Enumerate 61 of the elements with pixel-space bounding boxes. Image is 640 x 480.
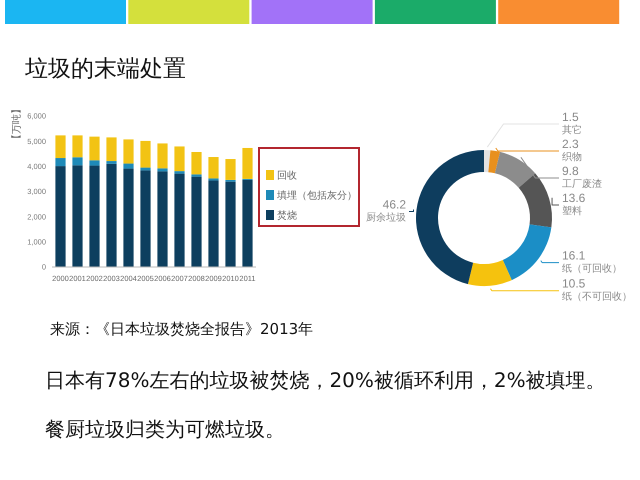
- bar: [55, 166, 66, 267]
- bar: [157, 168, 168, 172]
- data-label: 9.8: [562, 164, 580, 178]
- slice-label: 其它: [562, 124, 582, 136]
- bar: [157, 143, 168, 168]
- bar: [191, 176, 202, 267]
- slice-label: 纸（不可回收）: [562, 290, 632, 303]
- bar: [123, 139, 134, 164]
- bar: [225, 159, 236, 180]
- donut-slice: [494, 152, 536, 188]
- legend-label: 回收: [277, 170, 297, 182]
- legend-label: 焚烧: [277, 210, 297, 222]
- chart-title: 垃圾的末端处置: [24, 56, 186, 82]
- bar: [55, 158, 66, 166]
- donut-slice: [416, 150, 484, 284]
- slice-label: 织物: [562, 151, 582, 164]
- bar: [89, 160, 100, 166]
- text: 日本有78%左右的垃圾被焚烧，20%被循环利用，2%被填埋。: [45, 368, 606, 392]
- slice-label: 纸（可回收）: [562, 262, 622, 275]
- bar: [242, 180, 253, 267]
- bar: [191, 152, 202, 174]
- donut-slice: [468, 260, 512, 286]
- bar: [55, 135, 66, 158]
- slice-label: 厨余垃圾: [366, 212, 406, 224]
- bar: [106, 161, 117, 164]
- bar: [72, 135, 83, 158]
- bar: [208, 180, 219, 267]
- bar: [140, 140, 151, 168]
- bar: [106, 137, 117, 162]
- bar: [208, 157, 219, 178]
- data-label: 2.3: [562, 137, 580, 152]
- bar: [174, 171, 185, 174]
- text: 餐厨垃圾归类为可燃垃圾。: [45, 417, 285, 441]
- bar: [106, 164, 117, 267]
- donut-slice: [484, 150, 490, 172]
- bar: [157, 171, 168, 267]
- slice-label: 工厂废渣: [562, 178, 602, 190]
- bar: [123, 168, 134, 267]
- bar: [174, 146, 185, 172]
- bar: [242, 148, 253, 179]
- bar: [174, 174, 185, 267]
- donut-slice: [488, 150, 500, 174]
- donut-slice: [502, 224, 552, 280]
- y-axis-title: 【万吨】: [10, 104, 22, 144]
- donut-slice: [518, 173, 552, 228]
- bar: [89, 166, 100, 267]
- bar: [123, 164, 134, 169]
- data-label: 1.5: [562, 110, 580, 124]
- data-label: 13.6: [562, 191, 586, 206]
- data-label: 46.2: [382, 198, 406, 212]
- data-label: 16.1: [562, 248, 586, 263]
- bar: [140, 170, 151, 267]
- bar: [89, 136, 100, 160]
- bar: [72, 165, 83, 267]
- data-label: 10.5: [562, 276, 586, 291]
- slice-label: 塑料: [562, 205, 582, 218]
- bar: [72, 157, 83, 166]
- bar: [225, 182, 236, 267]
- bar: [140, 168, 151, 170]
- legend-label: 填埋（包括灰分）: [276, 190, 357, 202]
- source-note: 来源：《日本垃圾焚烧全报告》2013年: [50, 320, 314, 338]
